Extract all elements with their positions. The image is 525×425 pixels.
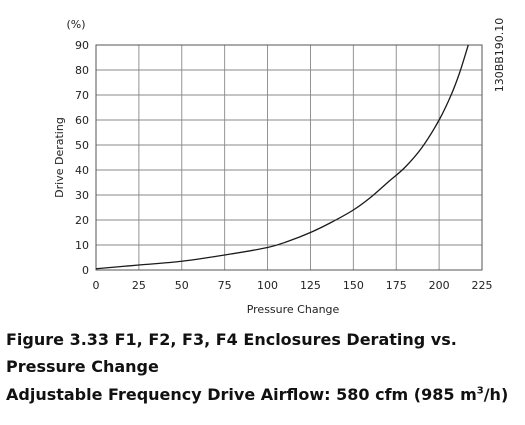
derating-curve	[95, 44, 469, 270]
airflow-caption-text: Adjustable Frequency Drive Airflow: 580 …	[6, 385, 477, 404]
x-tick-label: 175	[386, 279, 407, 292]
y-tick-label: 50	[75, 139, 89, 152]
x-axis-title: Pressure Change	[247, 303, 340, 316]
grid	[95, 44, 483, 271]
y-tick-label: 10	[75, 239, 89, 252]
x-tick-label: 100	[257, 279, 278, 292]
x-tick-label: 125	[300, 279, 321, 292]
x-tick-label: 0	[93, 279, 100, 292]
y-tick-label: 90	[75, 39, 89, 52]
x-tick-label: 75	[218, 279, 232, 292]
x-tick-label: 150	[343, 279, 364, 292]
y-tick-label: 80	[75, 64, 89, 77]
derating-chart: 0 25 50 75 100 125 150 175 200 225 0 10 20 30 40 50 60 7…	[53, 18, 506, 316]
x-tick-labels: 0 25 50 75 100 125 150 175 200 225	[93, 279, 493, 292]
airflow-caption-superscript: 3	[476, 385, 484, 397]
y-tick-label: 70	[75, 89, 89, 102]
y-tick-label: 60	[75, 114, 89, 127]
y-tick-label: 30	[75, 189, 89, 202]
series-layer	[95, 44, 469, 270]
airflow-caption-unit: /h)	[483, 385, 509, 404]
figure-caption: Figure 3.33 F1, F2, F3, F4 Enclosures De…	[6, 330, 457, 376]
y-tick-label: 20	[75, 214, 89, 227]
airflow-caption: Adjustable Frequency Drive Airflow: 580 …	[6, 381, 521, 408]
figure-code-label: 130BB190.10	[493, 18, 506, 93]
y-tick-label: 0	[82, 264, 89, 277]
plot-frame	[95, 44, 483, 271]
y-tick-label: 40	[75, 164, 89, 177]
x-tick-label: 200	[429, 279, 450, 292]
chart-svg: 0 25 50 75 100 125 150 175 200 225 0 10 20 30 40 50 60 7…	[53, 18, 506, 316]
x-tick-label: 50	[175, 279, 189, 292]
plot-border	[95, 44, 483, 271]
y-axis-title: Drive Derating	[53, 117, 66, 198]
y-unit-label: (%)	[66, 18, 85, 31]
x-tick-label: 25	[132, 279, 146, 292]
x-tick-label: 225	[472, 279, 493, 292]
y-tick-labels: 0 10 20 30 40 50 60 70 80 90	[75, 39, 89, 277]
